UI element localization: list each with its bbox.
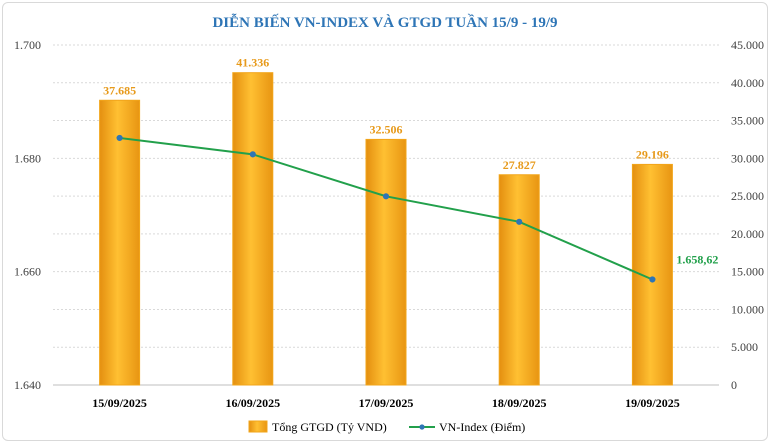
right-tick-label: 30.000: [731, 151, 764, 165]
category-label: 18/09/2025: [492, 396, 547, 410]
line-point: [382, 193, 390, 200]
left-tick-label: 1.700: [14, 38, 41, 52]
line-point: [116, 134, 123, 142]
bar: [99, 99, 141, 386]
legend-bar-label: Tổng GTGD (Tỷ VND): [272, 420, 387, 434]
right-tick-label: 45.000: [731, 38, 764, 52]
right-tick-label: 25.000: [731, 189, 764, 203]
right-tick-label: 20.000: [731, 227, 764, 241]
right-axis: 0 5.000 10.000 15.000 20.000 25.000 30.000 35.0…: [731, 38, 764, 392]
right-tick-label: 40.000: [731, 76, 764, 90]
right-tick-label: 10.000: [731, 302, 764, 316]
category-label: 15/09/2025: [92, 396, 147, 410]
bar-series: 37.685 41.336 32.506 27.827 29.196: [99, 56, 673, 386]
category-label: 19/09/2025: [625, 396, 680, 410]
bar-value-label: 32.506: [370, 122, 403, 136]
line-series: 1.658,62: [116, 134, 718, 283]
right-tick-label: 35.000: [731, 114, 764, 128]
chart-svg: DIỄN BIẾN VN-INDEX VÀ GTGD TUẦN 15/9 - 1…: [14, 13, 764, 434]
line-point: [249, 151, 256, 158]
category-label: 16/09/2025: [225, 396, 280, 410]
chart-title: DIỄN BIẾN VN-INDEX VÀ GTGD TUẦN 15/9 - 1…: [212, 13, 557, 31]
bar-value-label: 37.685: [103, 83, 136, 97]
bar: [631, 163, 673, 386]
legend-bar-swatch: [248, 420, 268, 433]
bar: [498, 174, 540, 386]
line-point: [516, 218, 523, 225]
bar-value-label: 41.336: [236, 56, 269, 70]
legend-line-marker: [419, 424, 425, 430]
left-tick-label: 1.640: [14, 378, 41, 392]
bar: [232, 72, 274, 386]
left-axis: 1.640 1.660 1.680 1.700: [14, 38, 41, 392]
right-tick-label: 15.000: [731, 265, 764, 279]
line-value-label: 1.658,62: [676, 252, 718, 266]
left-tick-label: 1.680: [14, 151, 41, 165]
right-tick-label: 0: [731, 378, 737, 392]
bar-value-label: 29.196: [636, 147, 669, 161]
right-tick-label: 5.000: [731, 340, 758, 354]
bar-value-label: 27.827: [503, 158, 536, 172]
left-tick-label: 1.660: [14, 265, 41, 279]
bar: [365, 138, 407, 386]
legend-line-label: VN-Index (Điểm): [439, 420, 525, 434]
legend: Tổng GTGD (Tỷ VND) VN-Index (Điểm): [248, 420, 525, 434]
category-label: 17/09/2025: [359, 396, 414, 410]
line-point: [649, 276, 656, 283]
category-axis: 15/09/2025 16/09/2025 17/09/2025 18/09/2025…: [92, 396, 679, 410]
